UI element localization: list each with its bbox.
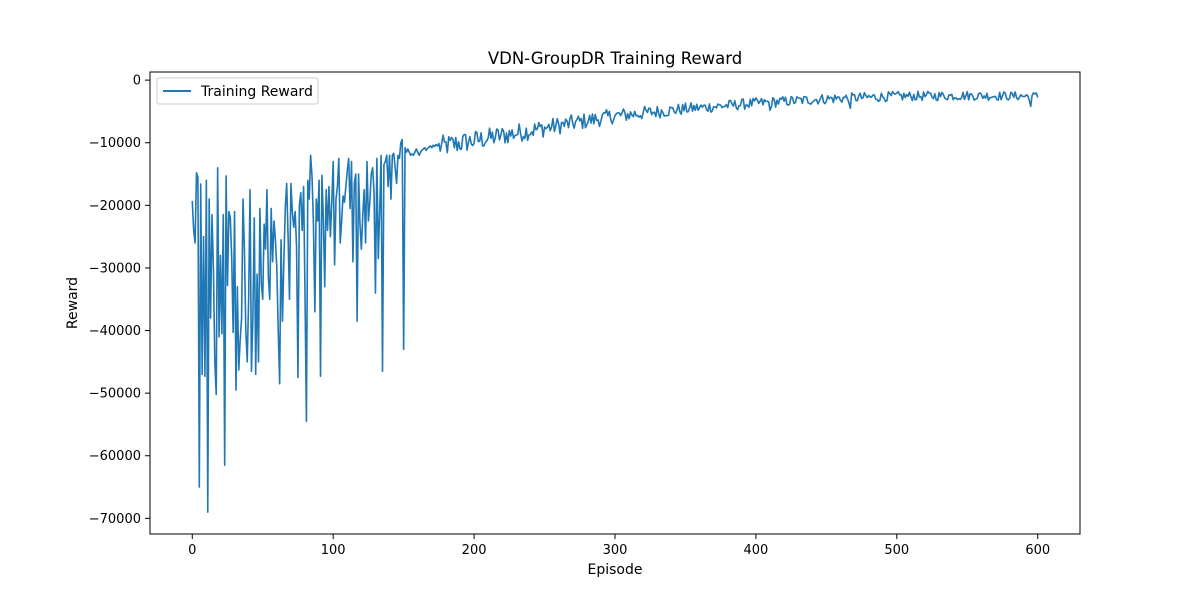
y-tick-label: −60000 bbox=[89, 449, 141, 464]
x-tick-label: 500 bbox=[884, 543, 909, 558]
data-layer bbox=[191, 90, 1039, 513]
x-tick-label: 400 bbox=[743, 543, 768, 558]
y-tick-label: −40000 bbox=[89, 324, 141, 339]
x-tick-label: 600 bbox=[1025, 543, 1050, 558]
y-tick-label: −50000 bbox=[89, 387, 141, 402]
y-tick-label: −30000 bbox=[89, 261, 141, 276]
y-tick-label: −70000 bbox=[89, 512, 141, 527]
legend: Training Reward bbox=[156, 77, 319, 105]
plot-area: 0 100 200 300 400 500 600 0 −10000 −20000 −30000 −… bbox=[89, 71, 1081, 558]
y-tick-label: 0 bbox=[133, 74, 141, 89]
series-line-training-reward bbox=[191, 90, 1039, 513]
y-tick-label: −20000 bbox=[89, 199, 141, 214]
y-tick-label: −10000 bbox=[89, 136, 141, 151]
legend-box bbox=[156, 77, 319, 105]
legend-label: Training Reward bbox=[200, 84, 313, 100]
x-axis: 0 100 200 300 400 500 600 bbox=[188, 534, 1050, 558]
x-tick-label: 200 bbox=[462, 543, 487, 558]
chart-title: VDN-GroupDR Training Reward bbox=[488, 49, 742, 68]
y-axis-label: Reward bbox=[65, 277, 81, 329]
x-tick-label: 100 bbox=[321, 543, 346, 558]
plot-frame bbox=[149, 71, 1081, 535]
y-axis: 0 −10000 −20000 −30000 −40000 −50000 −60000 −70… bbox=[89, 74, 150, 527]
x-axis-label: Episode bbox=[588, 562, 643, 578]
x-tick-label: 0 bbox=[188, 543, 196, 558]
x-tick-label: 300 bbox=[603, 543, 628, 558]
